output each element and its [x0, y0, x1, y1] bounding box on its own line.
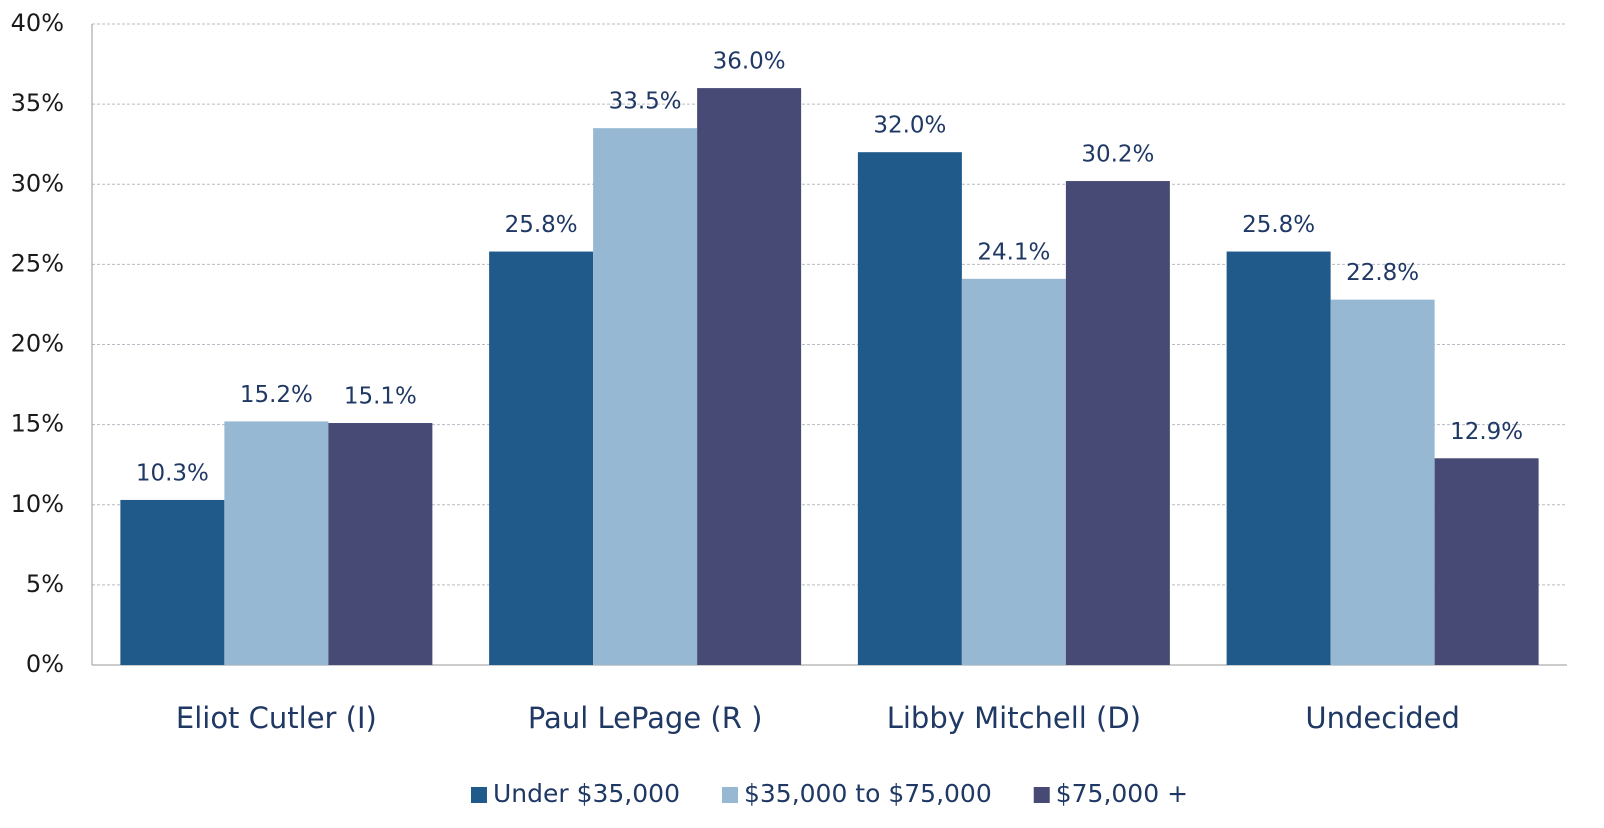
y-tick-label: 0% [26, 650, 64, 678]
legend-swatch [1033, 787, 1050, 803]
y-tick-label: 20% [11, 330, 64, 358]
bar [1330, 299, 1435, 665]
legend-label: Under $35,000 [493, 779, 680, 808]
legend-swatch [721, 787, 738, 803]
data-label: 36.0% [713, 49, 786, 75]
y-tick-label: 10% [11, 490, 64, 518]
y-tick-label: 40% [11, 9, 64, 37]
data-label: 12.9% [1450, 419, 1523, 445]
y-tick-label: 35% [11, 89, 64, 117]
y-tick-label: 5% [26, 570, 64, 598]
bar [120, 499, 225, 665]
data-label: 25.8% [505, 212, 578, 238]
data-label: 10.3% [136, 460, 209, 486]
data-label: 15.1% [344, 384, 417, 410]
data-label: 24.1% [977, 239, 1050, 265]
data-label: 30.2% [1081, 142, 1154, 168]
bar [1065, 181, 1170, 666]
data-label: 32.0% [873, 113, 946, 139]
bar [328, 423, 433, 665]
bar [489, 251, 594, 665]
bar [224, 421, 329, 665]
x-tick-label: Undecided [1305, 701, 1460, 735]
x-tick-label: Libby Mitchell (D) [887, 701, 1141, 735]
bar [1434, 458, 1539, 665]
data-label: 15.2% [240, 382, 313, 408]
legend-swatch [470, 787, 487, 803]
bar [1226, 251, 1331, 665]
legend-label: $75,000 + [1056, 779, 1188, 808]
x-tick-label: Eliot Cutler (I) [176, 701, 377, 735]
data-label: 33.5% [609, 89, 682, 115]
data-label: 25.8% [1242, 212, 1315, 238]
bar [593, 128, 698, 666]
legend-label: $35,000 to $75,000 [744, 779, 992, 808]
x-tick-label: Paul LePage (R ) [528, 701, 763, 735]
legend: Under $35,000 $35,000 to $75,000 $75,000 + [470, 779, 1188, 808]
y-tick-label: 15% [11, 410, 64, 438]
y-tick-label: 30% [11, 169, 64, 197]
y-tick-label: 25% [11, 249, 64, 277]
bar [697, 88, 802, 666]
data-label: 22.8% [1346, 260, 1419, 286]
bar [961, 278, 1066, 665]
bar [857, 152, 962, 665]
